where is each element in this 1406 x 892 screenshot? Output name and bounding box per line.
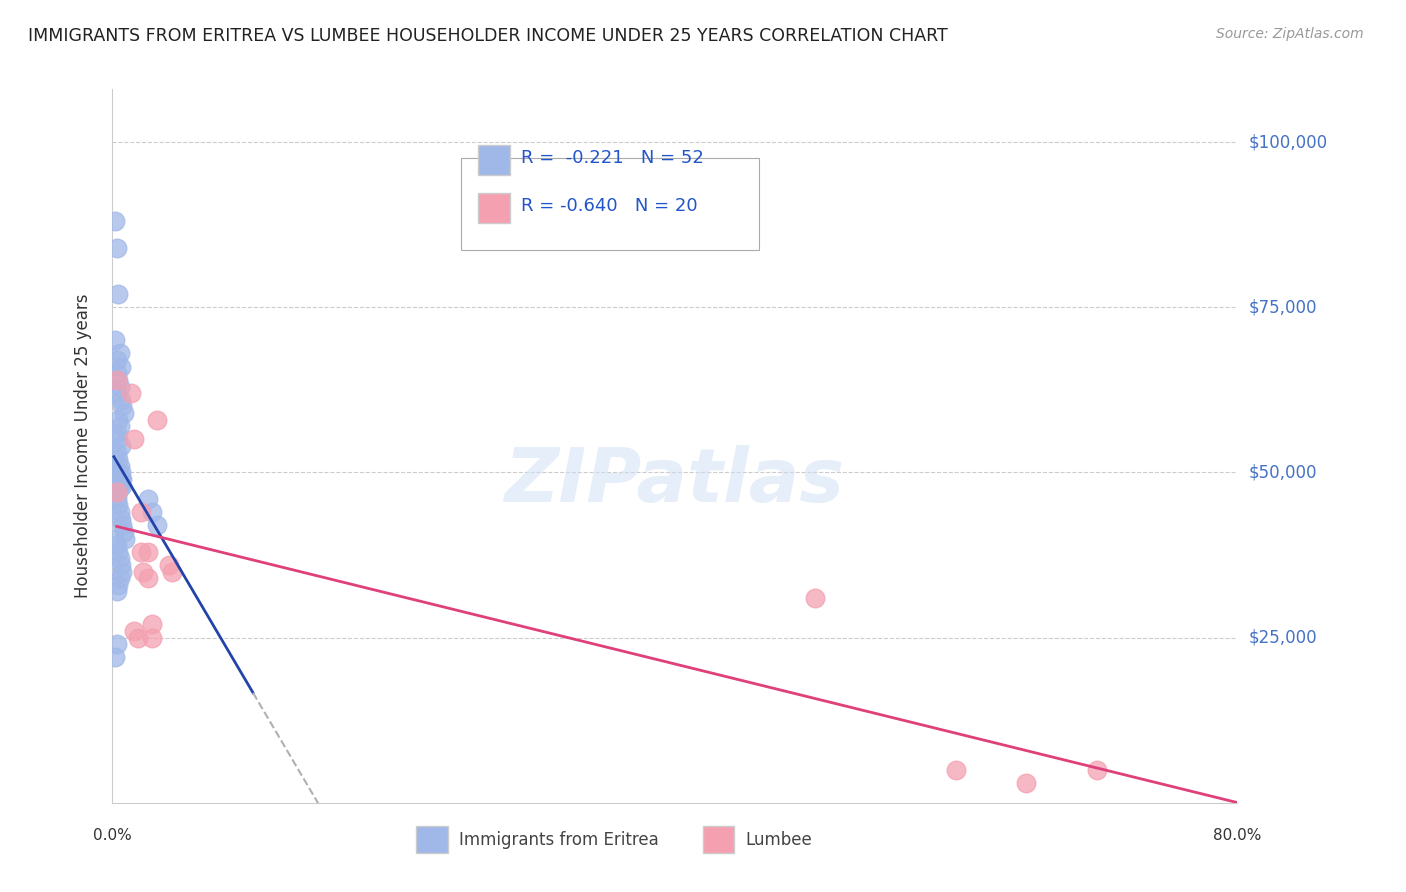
Point xyxy=(108,551,131,566)
Point xyxy=(136,491,159,506)
Point xyxy=(108,419,131,434)
Text: 0.0%: 0.0% xyxy=(93,828,132,843)
Point xyxy=(141,631,163,645)
Point xyxy=(110,558,132,572)
Point xyxy=(111,478,134,492)
Point xyxy=(105,386,128,401)
Point xyxy=(1085,763,1108,777)
Point xyxy=(105,491,128,506)
Point xyxy=(105,584,128,599)
Point xyxy=(114,532,136,546)
Point xyxy=(110,511,132,525)
Point xyxy=(108,379,131,393)
Point xyxy=(804,591,827,605)
Point xyxy=(110,439,132,453)
Text: $50,000: $50,000 xyxy=(1249,464,1317,482)
Point xyxy=(127,631,149,645)
Point xyxy=(1015,776,1038,790)
Point xyxy=(107,452,129,467)
Point xyxy=(103,532,125,546)
Point xyxy=(105,445,128,459)
Point xyxy=(107,485,129,500)
Text: $100,000: $100,000 xyxy=(1249,133,1327,151)
FancyBboxPatch shape xyxy=(478,193,509,223)
Point xyxy=(108,571,131,585)
Point xyxy=(110,392,132,407)
Point xyxy=(112,524,135,539)
Text: $25,000: $25,000 xyxy=(1249,629,1317,647)
Point xyxy=(105,637,128,651)
Point xyxy=(111,400,134,414)
Point xyxy=(110,472,132,486)
Point xyxy=(107,499,129,513)
Point xyxy=(157,558,180,572)
Text: Immigrants from Eritrea: Immigrants from Eritrea xyxy=(458,831,658,849)
Point xyxy=(120,386,142,401)
Text: $75,000: $75,000 xyxy=(1249,298,1317,317)
FancyBboxPatch shape xyxy=(478,145,509,175)
Y-axis label: Householder Income Under 25 years: Householder Income Under 25 years xyxy=(73,293,91,599)
Point xyxy=(105,466,128,480)
Point xyxy=(160,565,183,579)
Point xyxy=(105,485,128,500)
Point xyxy=(107,373,129,387)
FancyBboxPatch shape xyxy=(703,826,734,853)
FancyBboxPatch shape xyxy=(461,159,759,250)
Point xyxy=(104,333,127,347)
Point xyxy=(132,565,155,579)
Point xyxy=(111,518,134,533)
Point xyxy=(129,505,152,519)
Point xyxy=(141,617,163,632)
Point xyxy=(104,485,127,500)
Point xyxy=(110,466,132,480)
Point xyxy=(108,346,131,360)
Point xyxy=(122,433,145,447)
Text: ZIPatlas: ZIPatlas xyxy=(505,445,845,518)
Point xyxy=(141,505,163,519)
Point xyxy=(112,406,135,420)
Point xyxy=(107,287,129,301)
Point xyxy=(107,466,129,480)
Text: IMMIGRANTS FROM ERITREA VS LUMBEE HOUSEHOLDER INCOME UNDER 25 YEARS CORRELATION : IMMIGRANTS FROM ERITREA VS LUMBEE HOUSEH… xyxy=(28,27,948,45)
Point xyxy=(105,367,128,381)
Point xyxy=(105,538,128,552)
Point xyxy=(111,472,134,486)
Point xyxy=(136,571,159,585)
Point xyxy=(136,545,159,559)
Point xyxy=(945,763,967,777)
Point xyxy=(111,565,134,579)
Point xyxy=(105,425,128,440)
Point xyxy=(146,518,169,533)
Point xyxy=(104,214,127,228)
Point xyxy=(108,478,131,492)
Point xyxy=(107,412,129,426)
Point xyxy=(110,359,132,374)
Text: Source: ZipAtlas.com: Source: ZipAtlas.com xyxy=(1216,27,1364,41)
Text: R =  -0.221   N = 52: R = -0.221 N = 52 xyxy=(520,150,703,168)
Text: R = -0.640   N = 20: R = -0.640 N = 20 xyxy=(520,196,697,214)
FancyBboxPatch shape xyxy=(416,826,447,853)
Point xyxy=(105,373,128,387)
Point xyxy=(108,505,131,519)
Point xyxy=(105,353,128,368)
Point xyxy=(107,545,129,559)
Text: Lumbee: Lumbee xyxy=(745,831,813,849)
Point xyxy=(122,624,145,638)
Point xyxy=(107,578,129,592)
Point xyxy=(105,241,128,255)
Point xyxy=(107,433,129,447)
Text: 80.0%: 80.0% xyxy=(1213,828,1261,843)
Point xyxy=(129,545,152,559)
Point xyxy=(108,458,131,473)
Point xyxy=(104,650,127,665)
Point xyxy=(146,412,169,426)
